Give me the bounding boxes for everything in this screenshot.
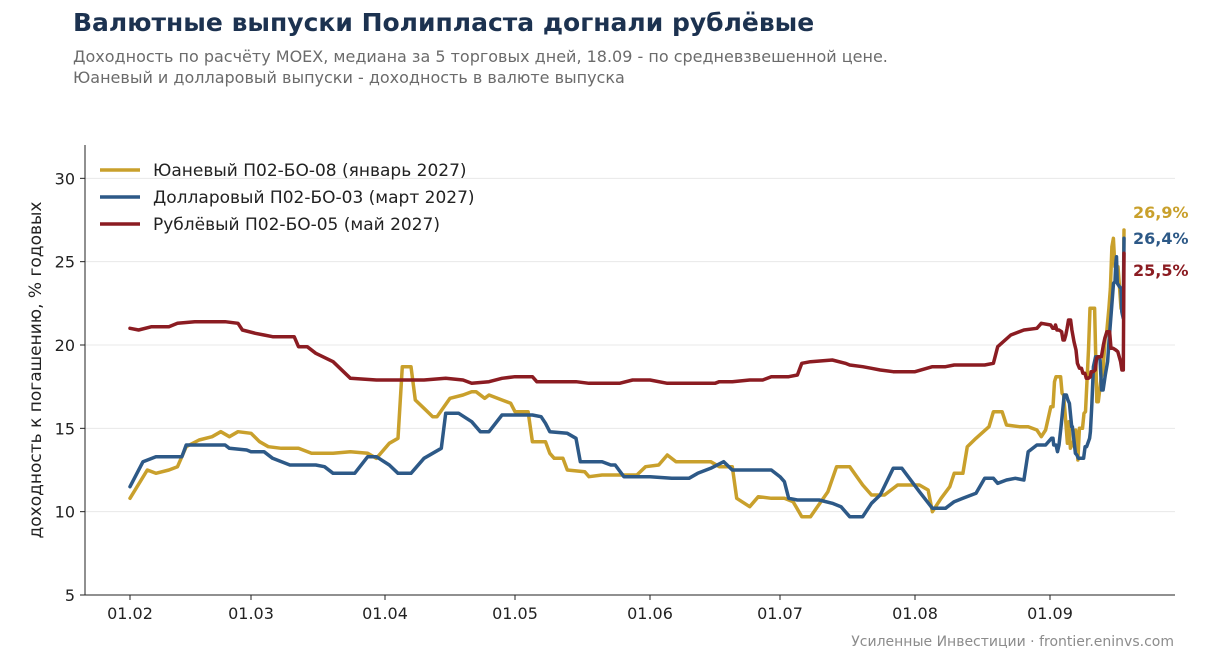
legend-label: Рублёвый П02-БО-05 (май 2027) — [153, 215, 440, 235]
subtitle-line-1: Доходность по расчёту MOEX, медиана за 5… — [73, 47, 888, 66]
y-axis-label: доходность к погашению, % годовых — [26, 202, 46, 539]
subtitle-line-2: Юаневый и долларовый выпуски - доходност… — [73, 68, 625, 87]
source-credit: Усиленные Инвестиции · frontier.eninvs.c… — [851, 634, 1174, 650]
y-tick-label: 10 — [55, 503, 75, 522]
series-line — [128, 236, 1126, 519]
y-tick-label: 20 — [55, 336, 75, 355]
axes — [84, 145, 1175, 596]
series-line — [128, 228, 1126, 519]
legend-label: Долларовый П02-БО-03 (март 2027) — [153, 188, 475, 208]
x-tick-label: 01.09 — [1027, 604, 1073, 623]
end-value-label: 26,9% — [1133, 203, 1189, 222]
y-tick-label: 25 — [55, 253, 75, 272]
x-tick-label: 01.05 — [492, 604, 538, 623]
x-tick-label: 01.06 — [627, 604, 673, 623]
end-value-label: 26,4% — [1133, 229, 1189, 248]
legend-label: Юаневый П02-БО-08 (январь 2027) — [153, 161, 467, 181]
x-tick-label: 01.02 — [107, 604, 153, 623]
chart-title: Валютные выпуски Полипласта догнали рубл… — [73, 8, 815, 37]
gridlines — [85, 177, 1175, 513]
x-tick-label: 01.04 — [362, 604, 408, 623]
y-tick-label: 15 — [55, 419, 75, 438]
end-labels: 26,9% 26,4% 25,5% — [1133, 203, 1189, 280]
x-ticks: 01.02 01.03 01.04 01.05 01.06 01.07 01.08 01.09 — [107, 595, 1073, 623]
chart-subtitle: Доходность по расчёту MOEX, медиана за 5… — [73, 46, 888, 88]
y-tick-label: 5 — [65, 586, 75, 605]
end-value-label: 25,5% — [1133, 261, 1189, 280]
series-lines — [128, 228, 1126, 519]
legend: Юаневый П02-БО-08 (январь 2027) Долларовы… — [100, 161, 475, 235]
x-tick-label: 01.03 — [228, 604, 274, 623]
series-line — [128, 251, 1126, 386]
y-ticks: 5 10 15 20 25 30 — [55, 169, 85, 605]
x-tick-label: 01.07 — [757, 604, 803, 623]
x-tick-label: 01.08 — [892, 604, 938, 623]
y-tick-label: 30 — [55, 169, 75, 188]
